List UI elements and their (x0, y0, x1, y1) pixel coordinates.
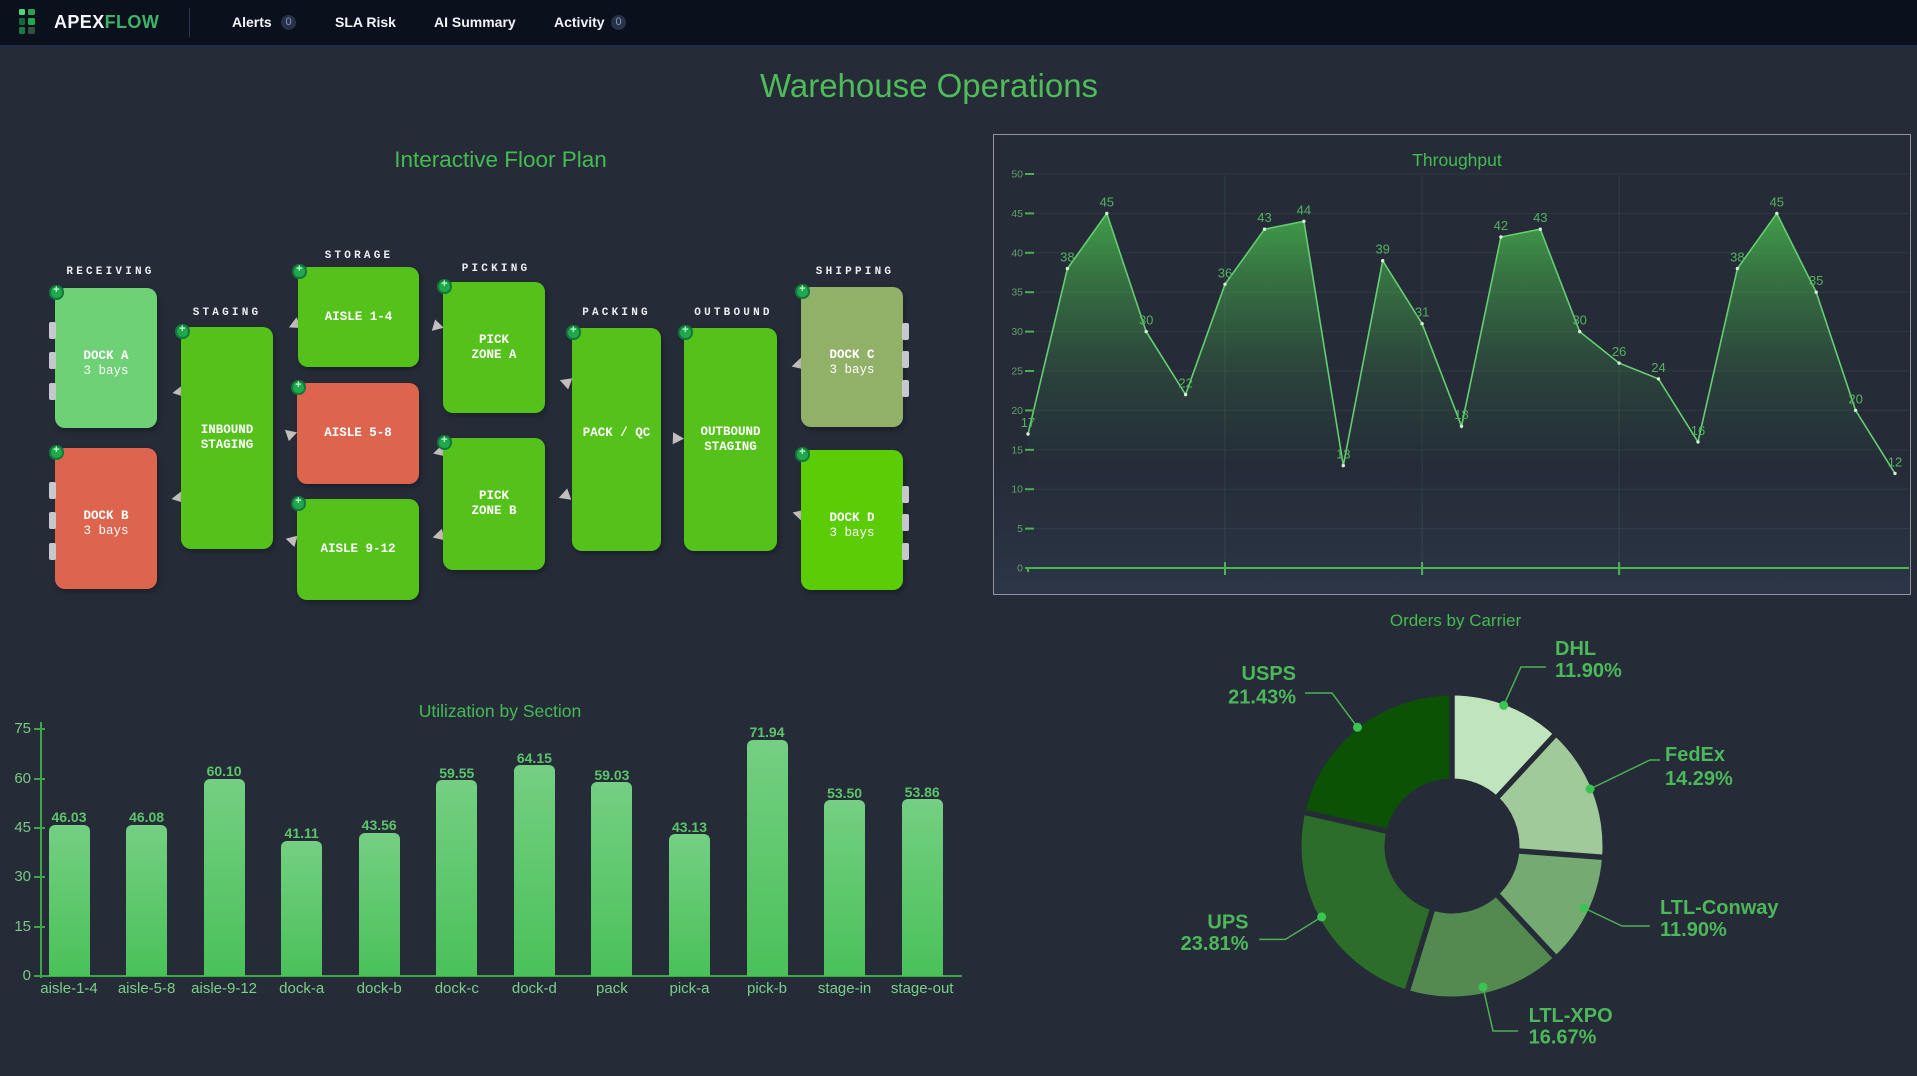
svg-text:26: 26 (1612, 344, 1626, 359)
svg-text:38: 38 (1730, 250, 1744, 265)
svg-text:45: 45 (1100, 194, 1114, 209)
svg-text:UPS: UPS (1207, 912, 1248, 934)
svg-text:35: 35 (1809, 273, 1823, 288)
svg-text:43: 43 (1257, 210, 1271, 225)
svg-text:25: 25 (1011, 366, 1023, 378)
svg-text:38: 38 (1060, 250, 1074, 265)
svg-text:30: 30 (1572, 313, 1586, 328)
svg-text:5: 5 (1017, 523, 1023, 535)
svg-text:43: 43 (1533, 210, 1547, 225)
svg-text:30: 30 (1139, 313, 1153, 328)
svg-text:44: 44 (1297, 202, 1311, 217)
svg-text:16.67%: 16.67% (1529, 1027, 1597, 1049)
svg-text:10: 10 (1011, 484, 1023, 496)
svg-text:13: 13 (1336, 447, 1350, 462)
svg-text:11.90%: 11.90% (1555, 660, 1622, 682)
svg-text:12: 12 (1888, 454, 1902, 469)
svg-text:31: 31 (1415, 305, 1429, 320)
svg-text:35: 35 (1011, 287, 1023, 299)
svg-text:0: 0 (1017, 563, 1023, 575)
svg-text:22: 22 (1178, 376, 1192, 391)
svg-text:40: 40 (1011, 247, 1023, 259)
svg-text:LTL-XPO: LTL-XPO (1529, 1005, 1613, 1027)
svg-text:FedEx: FedEx (1665, 744, 1725, 766)
svg-text:11.90%: 11.90% (1660, 919, 1727, 941)
svg-text:20: 20 (1848, 391, 1862, 406)
svg-text:USPS: USPS (1242, 663, 1296, 685)
svg-text:16: 16 (1691, 423, 1705, 438)
svg-text:24: 24 (1651, 360, 1665, 375)
svg-text:21.43%: 21.43% (1228, 687, 1296, 709)
svg-text:42: 42 (1494, 218, 1508, 233)
svg-text:20: 20 (1011, 405, 1023, 417)
svg-text:23.81%: 23.81% (1181, 933, 1249, 955)
svg-text:15: 15 (1011, 444, 1023, 456)
svg-text:50: 50 (1011, 169, 1023, 181)
svg-text:36: 36 (1218, 265, 1232, 280)
svg-text:18: 18 (1454, 407, 1468, 422)
svg-text:39: 39 (1375, 242, 1389, 257)
svg-text:DHL: DHL (1555, 638, 1596, 660)
svg-text:14.29%: 14.29% (1665, 768, 1733, 790)
svg-text:LTL-Conway: LTL-Conway (1660, 897, 1779, 919)
svg-text:30: 30 (1011, 326, 1023, 338)
svg-text:45: 45 (1011, 208, 1023, 220)
svg-text:45: 45 (1770, 194, 1784, 209)
svg-text:17: 17 (1021, 415, 1035, 430)
